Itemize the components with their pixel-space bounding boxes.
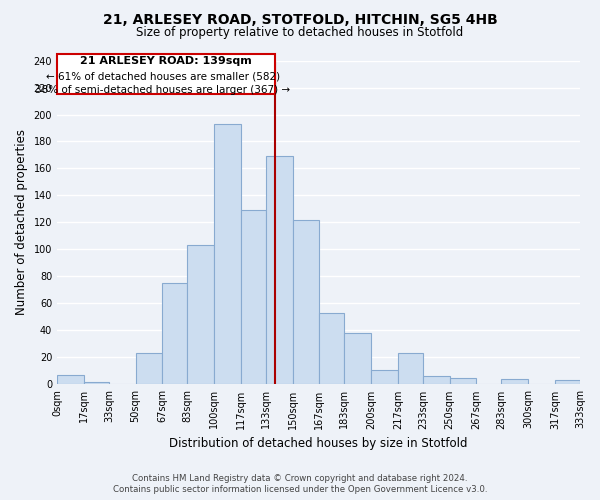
Bar bbox=[398, 354, 423, 384]
Bar bbox=[344, 333, 371, 384]
Bar bbox=[84, 382, 109, 384]
Y-axis label: Number of detached properties: Number of detached properties bbox=[15, 130, 28, 316]
Text: Size of property relative to detached houses in Stotfold: Size of property relative to detached ho… bbox=[136, 26, 464, 39]
Bar bbox=[162, 283, 187, 384]
Bar bbox=[423, 376, 449, 384]
Text: Contains HM Land Registry data © Crown copyright and database right 2024.
Contai: Contains HM Land Registry data © Crown c… bbox=[113, 474, 487, 494]
Text: ← 61% of detached houses are smaller (582): ← 61% of detached houses are smaller (58… bbox=[46, 72, 280, 82]
Bar bbox=[136, 354, 162, 384]
Bar bbox=[502, 379, 528, 384]
Text: 38% of semi-detached houses are larger (367) →: 38% of semi-detached houses are larger (… bbox=[35, 85, 290, 95]
Bar bbox=[241, 210, 266, 384]
Bar bbox=[57, 375, 84, 384]
Bar bbox=[449, 378, 476, 384]
Text: 21, ARLESEY ROAD, STOTFOLD, HITCHIN, SG5 4HB: 21, ARLESEY ROAD, STOTFOLD, HITCHIN, SG5… bbox=[103, 12, 497, 26]
Bar bbox=[293, 220, 319, 384]
FancyBboxPatch shape bbox=[57, 54, 275, 94]
Bar bbox=[319, 313, 344, 384]
Bar bbox=[555, 380, 580, 384]
Bar bbox=[187, 246, 214, 384]
Bar bbox=[214, 124, 241, 384]
Bar bbox=[266, 156, 293, 384]
Text: 21 ARLESEY ROAD: 139sqm: 21 ARLESEY ROAD: 139sqm bbox=[80, 56, 252, 66]
X-axis label: Distribution of detached houses by size in Stotfold: Distribution of detached houses by size … bbox=[169, 437, 468, 450]
Bar bbox=[371, 370, 398, 384]
